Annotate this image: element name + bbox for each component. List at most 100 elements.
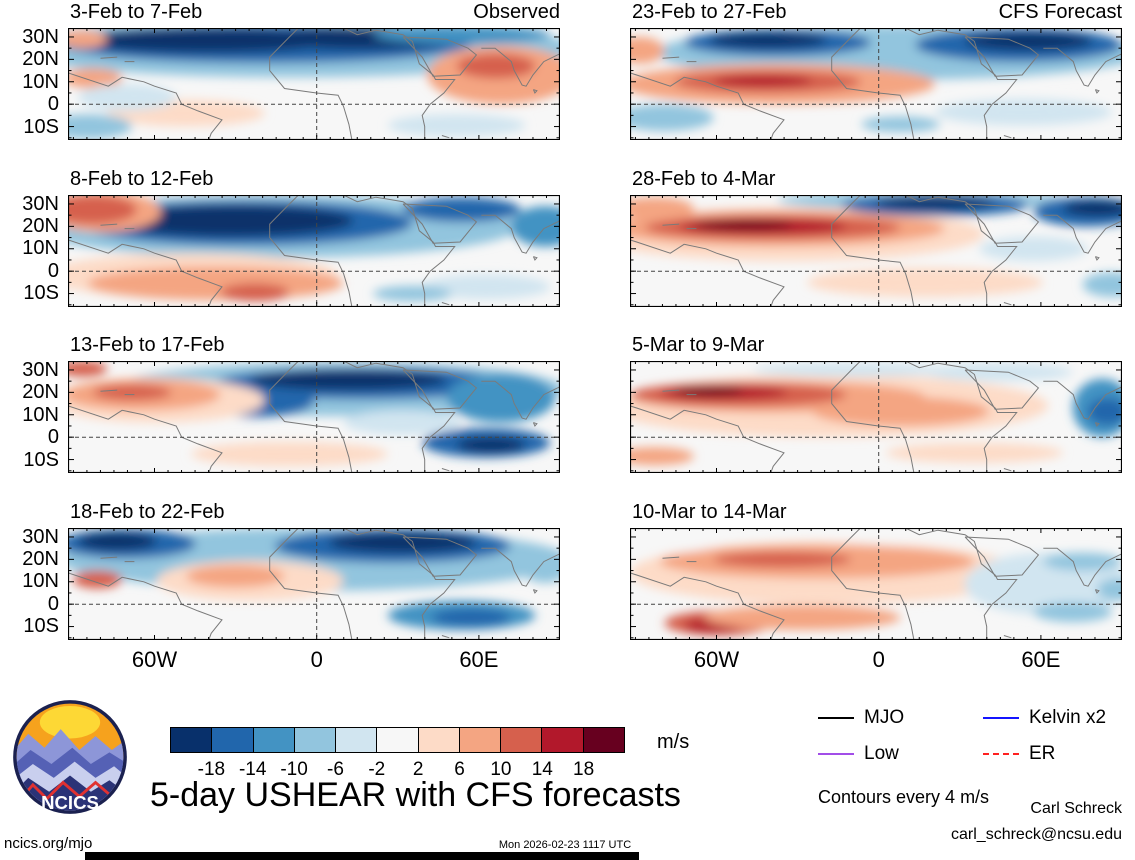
legend-line-er [983,753,1019,755]
panel-date-range: 23-Feb to 27-Feb [632,1,787,23]
units-label: m/s [657,731,690,753]
panel-date-range: 18-Feb to 22-Feb [70,500,225,523]
panel-date-range: 8-Feb to 12-Feb [70,167,214,190]
colorbar-tick-label: -2 [368,759,386,780]
shear-map [68,194,560,307]
shear-map [630,361,1122,473]
lon-tick-label: 60W [131,646,178,672]
lat-tick-label: 30N [22,525,59,548]
lat-tick-label: 20N [22,214,59,237]
logo-artwork [16,703,124,811]
credit-email[interactable]: carl_schreck@ncsu.edu [951,826,1122,843]
legend-label: Low [864,743,899,764]
legend-item: Kelvin x2 [983,707,1135,729]
colorbar-segment [501,728,543,752]
lat-tick-label: 30N [22,359,59,381]
lat-tick-label: 10S [23,448,59,471]
credit-name: Carl Schreck [1030,800,1122,817]
logo-red-zigzag [17,780,113,803]
map-panel: 28-Feb to 4-Mar [630,168,1122,307]
map-panel: 10-Mar to 14-Mar 60W 0 60E [630,501,1122,670]
lon-tick-label: 60W [693,646,740,672]
coastlines [68,194,560,307]
map-border [630,361,1122,473]
lat-tick-label: 10S [23,615,59,638]
ncics-logo: NCICS [13,700,127,814]
colorbar-segment [336,728,378,752]
lat-tick-label: 10N [22,403,59,426]
lat-tick-label: 10N [22,70,59,93]
anomaly-blobs [68,194,560,301]
colorbar-tick-label: 6 [454,759,465,780]
shear-map [68,527,560,640]
anomaly-blobs [630,528,1122,635]
coastlines [630,28,1122,140]
lat-tick-label: 10S [23,115,59,138]
panel-date-range: 3-Feb to 7-Feb [70,1,203,23]
legend-item: Low [818,743,983,765]
legend-item: ER [983,743,1135,765]
anomaly-blobs [68,527,560,634]
panel-date-range: 5-Mar to 9-Mar [632,334,765,356]
anomaly-blobs [68,28,560,139]
panel-date-range: 28-Feb to 4-Mar [632,167,776,190]
map-panel: 18-Feb to 22-Feb 30N 20N 10N 0 10S 60W 0 60E [22,501,560,670]
column-header: Observed [473,1,560,23]
lat-tick-label: 20N [22,547,59,570]
map-panel: 8-Feb to 12-Feb 30N 20N 10N 0 10S [22,168,560,307]
colorbar-scale [170,727,625,753]
colorbar-tick-label: 18 [573,759,595,780]
colorbar-segment [542,728,584,752]
lat-tick-label: 10N [22,237,59,260]
panel-date-range: 10-Mar to 14-Mar [632,500,787,523]
lat-tick-label: 30N [22,192,59,215]
main-title: 5-day USHEAR with CFS forecasts [150,776,681,814]
legend-line-kelvin-x2 [983,717,1019,719]
map-border [68,361,560,473]
colorbar-segment [418,728,460,752]
lat-tick-label: 0 [47,426,59,449]
legend-label: MJO [864,707,905,728]
lat-tick-label: 0 [47,259,59,282]
lat-tick-label: 0 [47,93,59,116]
colorbar-tick-label: 10 [490,759,512,780]
legend-line-mjo [818,717,854,719]
map-border [630,28,1122,140]
coastlines [68,361,560,473]
lat-tick-label: 0 [47,592,59,615]
shear-map [630,194,1122,307]
legend: MJO Kelvin x2 Low ER [818,707,1135,765]
map-border [68,527,560,640]
site-link[interactable]: ncics.org/mjo [4,835,93,852]
bottom-bar [85,852,639,860]
anomaly-blobs [630,194,1122,297]
colorbar-segment [583,728,624,752]
lat-tick-label: 10N [22,570,59,593]
colorbar-segment [171,728,213,752]
coastlines [630,527,1122,640]
map-border [68,194,560,307]
lon-tick-label: 0 [310,646,323,672]
colorbar-tick-label: 2 [412,759,424,780]
colorbar-segment [294,728,337,752]
lon-tick-label: 60E [1021,646,1061,672]
colorbar-tick-label: -18 [197,759,226,780]
shear-map [630,28,1122,140]
map-border [630,194,1122,307]
map-panel: 3-Feb to 7-Feb Observed 30N 20N 10N 0 10S [22,1,560,140]
colorbar: -18 -14 -10 -6 -2 2 6 10 14 18 [170,727,625,789]
contours-note: Contours every 4 m/s [818,787,990,807]
lat-tick-label: 20N [22,381,59,404]
coastlines [68,28,560,140]
anomaly-blobs [68,361,560,467]
map-border [68,28,560,140]
lon-tick-label: 60E [459,646,499,672]
coastlines [630,194,1122,307]
colorbar-tick-label: -14 [238,759,267,780]
panel-date-range: 13-Feb to 17-Feb [70,334,225,356]
shear-map [630,527,1122,640]
colorbar-segment [212,728,254,752]
lat-tick-label: 30N [22,26,59,48]
timestamp: Mon 2026-02-23 1117 UTC [498,839,632,851]
